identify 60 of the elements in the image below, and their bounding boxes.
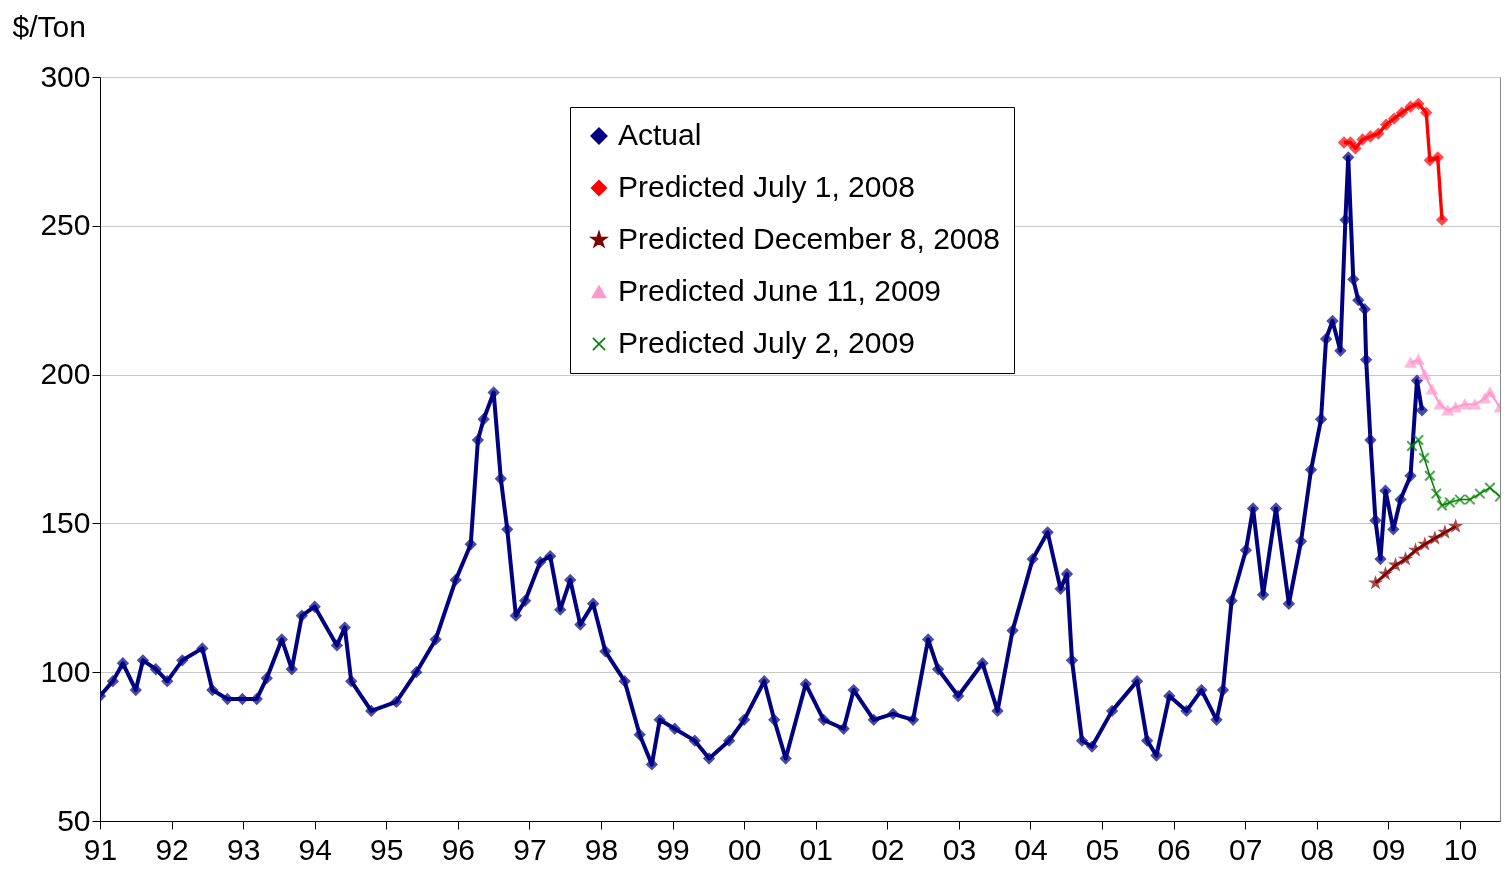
legend-label: Predicted July 1, 2008 — [618, 170, 915, 203]
legend-label: Predicted June 11, 2009 — [618, 274, 942, 307]
point — [1442, 405, 1454, 416]
x-tick-label: 01 — [799, 832, 833, 866]
point — [1388, 112, 1400, 125]
point — [1404, 357, 1417, 368]
point — [1469, 399, 1481, 410]
point — [1419, 369, 1431, 380]
point — [1380, 118, 1392, 131]
point — [1412, 98, 1425, 110]
point — [1418, 452, 1430, 464]
x-tick-label: 96 — [441, 832, 476, 866]
point — [1372, 127, 1385, 140]
point — [1404, 101, 1417, 113]
y-tick-label: 300 — [40, 59, 91, 93]
point — [1412, 434, 1425, 446]
legend-label: Predicted July 2, 2009 — [618, 326, 915, 359]
x-tick-label: 04 — [1014, 832, 1048, 866]
point — [1474, 487, 1486, 500]
x-tick-label: 99 — [656, 832, 690, 866]
x-tick-label: 03 — [942, 832, 977, 866]
point — [1424, 154, 1436, 167]
y-tick-label: 150 — [40, 505, 91, 539]
point — [1406, 440, 1418, 452]
point — [1349, 142, 1362, 155]
point — [1484, 387, 1496, 398]
x-tick-label: 05 — [1085, 832, 1120, 866]
x-tick-label: 98 — [584, 832, 619, 866]
x-tick-label: 92 — [155, 832, 189, 866]
legend-label: Actual — [618, 118, 702, 151]
x-tick-label: 97 — [513, 832, 547, 866]
x-tick-label: 09 — [1372, 832, 1406, 866]
x-tick-label: 07 — [1229, 832, 1263, 866]
point — [1459, 399, 1471, 410]
point — [1424, 470, 1436, 482]
point — [1364, 130, 1377, 143]
point — [1449, 402, 1462, 413]
point — [1484, 481, 1496, 494]
point — [1426, 384, 1438, 395]
point — [1356, 133, 1369, 146]
point — [1420, 106, 1433, 119]
x-tick-label: 94 — [298, 832, 332, 866]
point — [1430, 487, 1443, 500]
point — [1434, 399, 1446, 410]
y-tick-label: 100 — [40, 654, 91, 688]
x-tick-label: 95 — [370, 832, 404, 866]
x-tick-label: 00 — [727, 832, 762, 866]
legend-label: Predicted December 8, 2008 — [618, 222, 1000, 255]
x-tick-label: 08 — [1300, 832, 1334, 866]
point — [1396, 106, 1408, 119]
x-tick-label: 10 — [1443, 832, 1478, 866]
point — [1436, 214, 1448, 226]
x-tick-label: 06 — [1157, 832, 1191, 866]
point — [1412, 354, 1425, 365]
y-tick-label: 200 — [40, 357, 91, 391]
x-tick-label: 02 — [871, 832, 905, 866]
point — [1431, 151, 1444, 164]
y-axis-title: $/Ton — [12, 9, 86, 43]
y-tick-label: 250 — [40, 208, 91, 242]
x-tick-label: 93 — [226, 832, 261, 866]
